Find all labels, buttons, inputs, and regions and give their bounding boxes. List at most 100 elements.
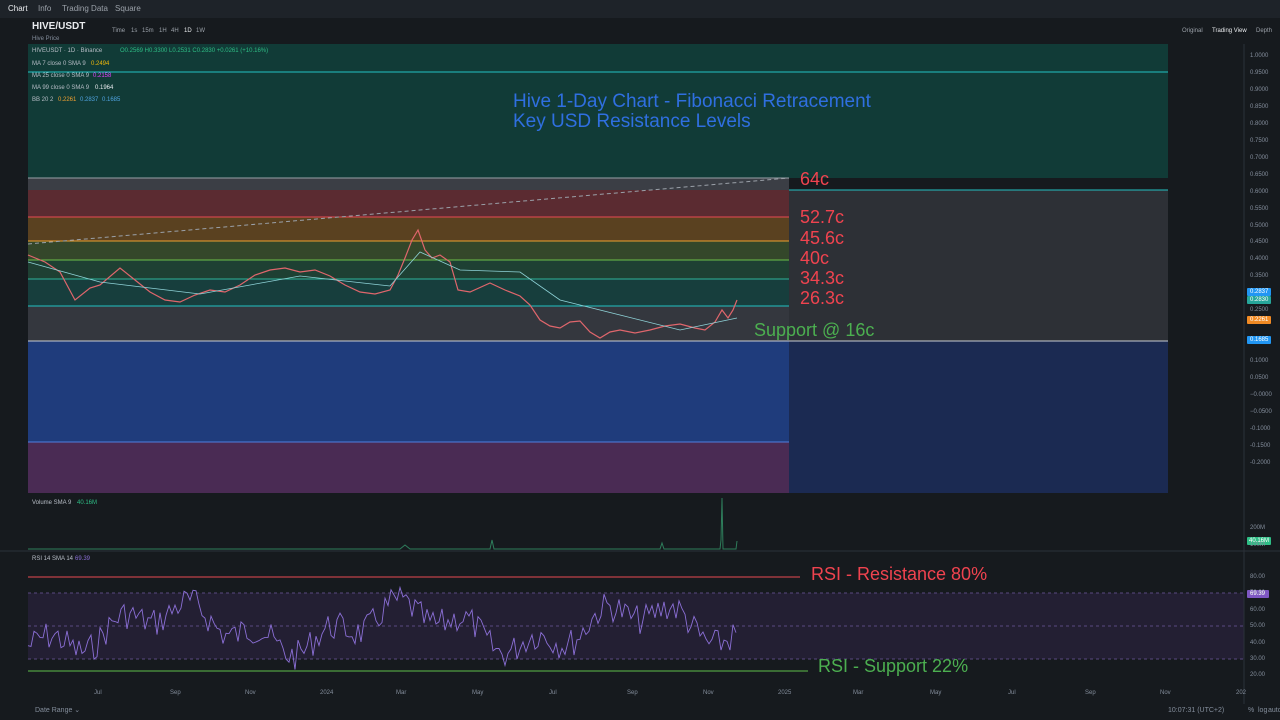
time-tick: 202 [1236,690,1247,696]
volume-label: Volume SMA 9 [32,500,72,506]
price-badge [1247,316,1271,324]
top-tab[interactable]: Trading Data [62,4,108,13]
fib-lines [27,71,1168,443]
price-tick: 0.2500 [1250,307,1269,314]
price-tick: 0.8500 [1250,103,1269,110]
interval[interactable]: 1H [159,28,167,34]
price-tick: −0.0500 [1250,408,1272,415]
interval[interactable]: 4H [171,28,179,34]
price-tick: 0.1000 [1250,358,1269,365]
price-tick: 0.8000 [1250,120,1269,127]
legend-main: HIVEUSDT · 1D · Binance [32,48,103,54]
ma-label: MA 25 close 0 SMA 9 [32,73,90,79]
fib-level-label: 45.6c [800,228,845,248]
price-tick: 0.5500 [1250,205,1269,212]
ma-trace [27,251,738,331]
rsi-trace [27,585,737,670]
volume-tick: 100M [1250,542,1266,548]
price-tick: 0.4500 [1250,239,1269,246]
bottom-bar [0,704,1280,720]
ma-label: MA 7 close 0 SMA 9 [32,61,86,67]
bb-label: BB 20 2 [32,97,54,103]
price-tick: 0.9000 [1250,86,1269,93]
price-badge-label: 0.2830 [1250,297,1269,303]
left-tools [0,44,27,704]
top-tab[interactable]: Square [115,4,141,13]
rsi-value: 69.39 [75,556,91,562]
fib-level-label: 26.3c [800,288,845,308]
rsi-tick: 40.00 [1250,639,1266,646]
time-tick: Mar [853,690,864,696]
bb-value: 0.1685 [102,97,121,103]
view-mode[interactable]: Depth [1256,28,1273,34]
time-tick: Mar [396,690,407,696]
rsi-tick: 80.00 [1250,574,1266,580]
time-tick: Nov [703,690,714,696]
rsi-tick: 30.00 [1250,656,1266,662]
fib-level-label: 64c [800,169,830,189]
chart-title: Key USD Resistance Levels [513,111,751,132]
top-tab[interactable]: Info [38,4,52,13]
fib-level-label: 34.3c [800,268,845,288]
time-tick: Nov [1160,690,1171,696]
interval[interactable]: 1s [131,28,138,34]
time-tick: Jul [94,690,102,696]
bb-value: 0.2837 [80,97,99,103]
price-tick: 0.3500 [1250,273,1269,280]
price-tick: -0.1500 [1250,442,1271,449]
price-tick: 0.0500 [1250,375,1269,382]
fib-level-label: 52.7c [800,207,845,227]
scale-option[interactable]: % [1248,707,1255,714]
rsi-label: RSI 14 SMA 14 [32,556,74,562]
interval[interactable]: 1W [196,28,205,34]
scale-option[interactable]: auto [1268,707,1280,714]
ma-value: 0.1964 [95,85,114,91]
scale-option[interactable]: log [1258,707,1268,714]
symbol[interactable]: HIVE/USDT [32,21,86,32]
rsi-tick: 70.00 [1250,590,1266,597]
interval[interactable]: Time [112,28,126,34]
time-tick: 2025 [778,690,792,696]
time-tick: Nov [245,690,256,696]
price-tick: 0.7500 [1250,137,1269,144]
price-tick: 0.6500 [1250,171,1269,178]
fib-zones [28,44,1196,493]
rsi-support-label: RSI - Support 22% [818,656,969,676]
time-tick: May [930,690,942,696]
price-tick: 0.5000 [1250,222,1269,229]
price-tick: 0.7000 [1250,154,1269,161]
top-tab[interactable]: Chart [8,4,28,13]
ma-label: MA 99 close 0 SMA 9 [32,85,90,91]
price-tick: 0.6000 [1250,188,1269,195]
legend-ohlc: O0.2569 H0.3300 L0.2531 C0.2830 +0.0261 … [120,48,269,54]
price-trace [27,228,738,339]
interval[interactable]: 15m [142,28,154,34]
support-label: Support @ 16c [754,320,875,340]
price-tick: -0.2000 [1250,459,1271,466]
time-tick: Sep [1085,690,1096,696]
time-tick: Jul [1008,690,1016,696]
price-badge-label: 0.2837 [1250,289,1269,295]
price-tick: −0.0000 [1250,392,1272,398]
price-badge [1247,288,1271,296]
price-tick: -0.1000 [1250,425,1271,432]
view-mode[interactable]: Original [1182,28,1203,34]
time-tick: Sep [170,690,181,696]
price-tick: 0.9500 [1250,69,1269,76]
price-badge-label: 0.1685 [1250,337,1269,343]
toolbar [0,18,1280,44]
chart-title: Hive 1-Day Chart - Fibonacci Retracement [513,91,871,112]
time-tick: May [472,690,484,696]
symbol-sub: Hive Price [32,36,60,42]
rsi-resistance-label: RSI - Resistance 80% [811,564,988,584]
clock: 10:07:31 (UTC+2) [1168,707,1225,714]
view-mode[interactable]: Trading View [1212,28,1247,34]
ma-value: 0.2158 [93,73,112,79]
rsi-tick: 60.00 [1250,606,1266,613]
date-range[interactable]: Date Range ⌄ [35,707,81,714]
interval[interactable]: 1D [184,28,192,34]
volume-pane [28,495,1244,550]
volume-trace [28,497,738,550]
